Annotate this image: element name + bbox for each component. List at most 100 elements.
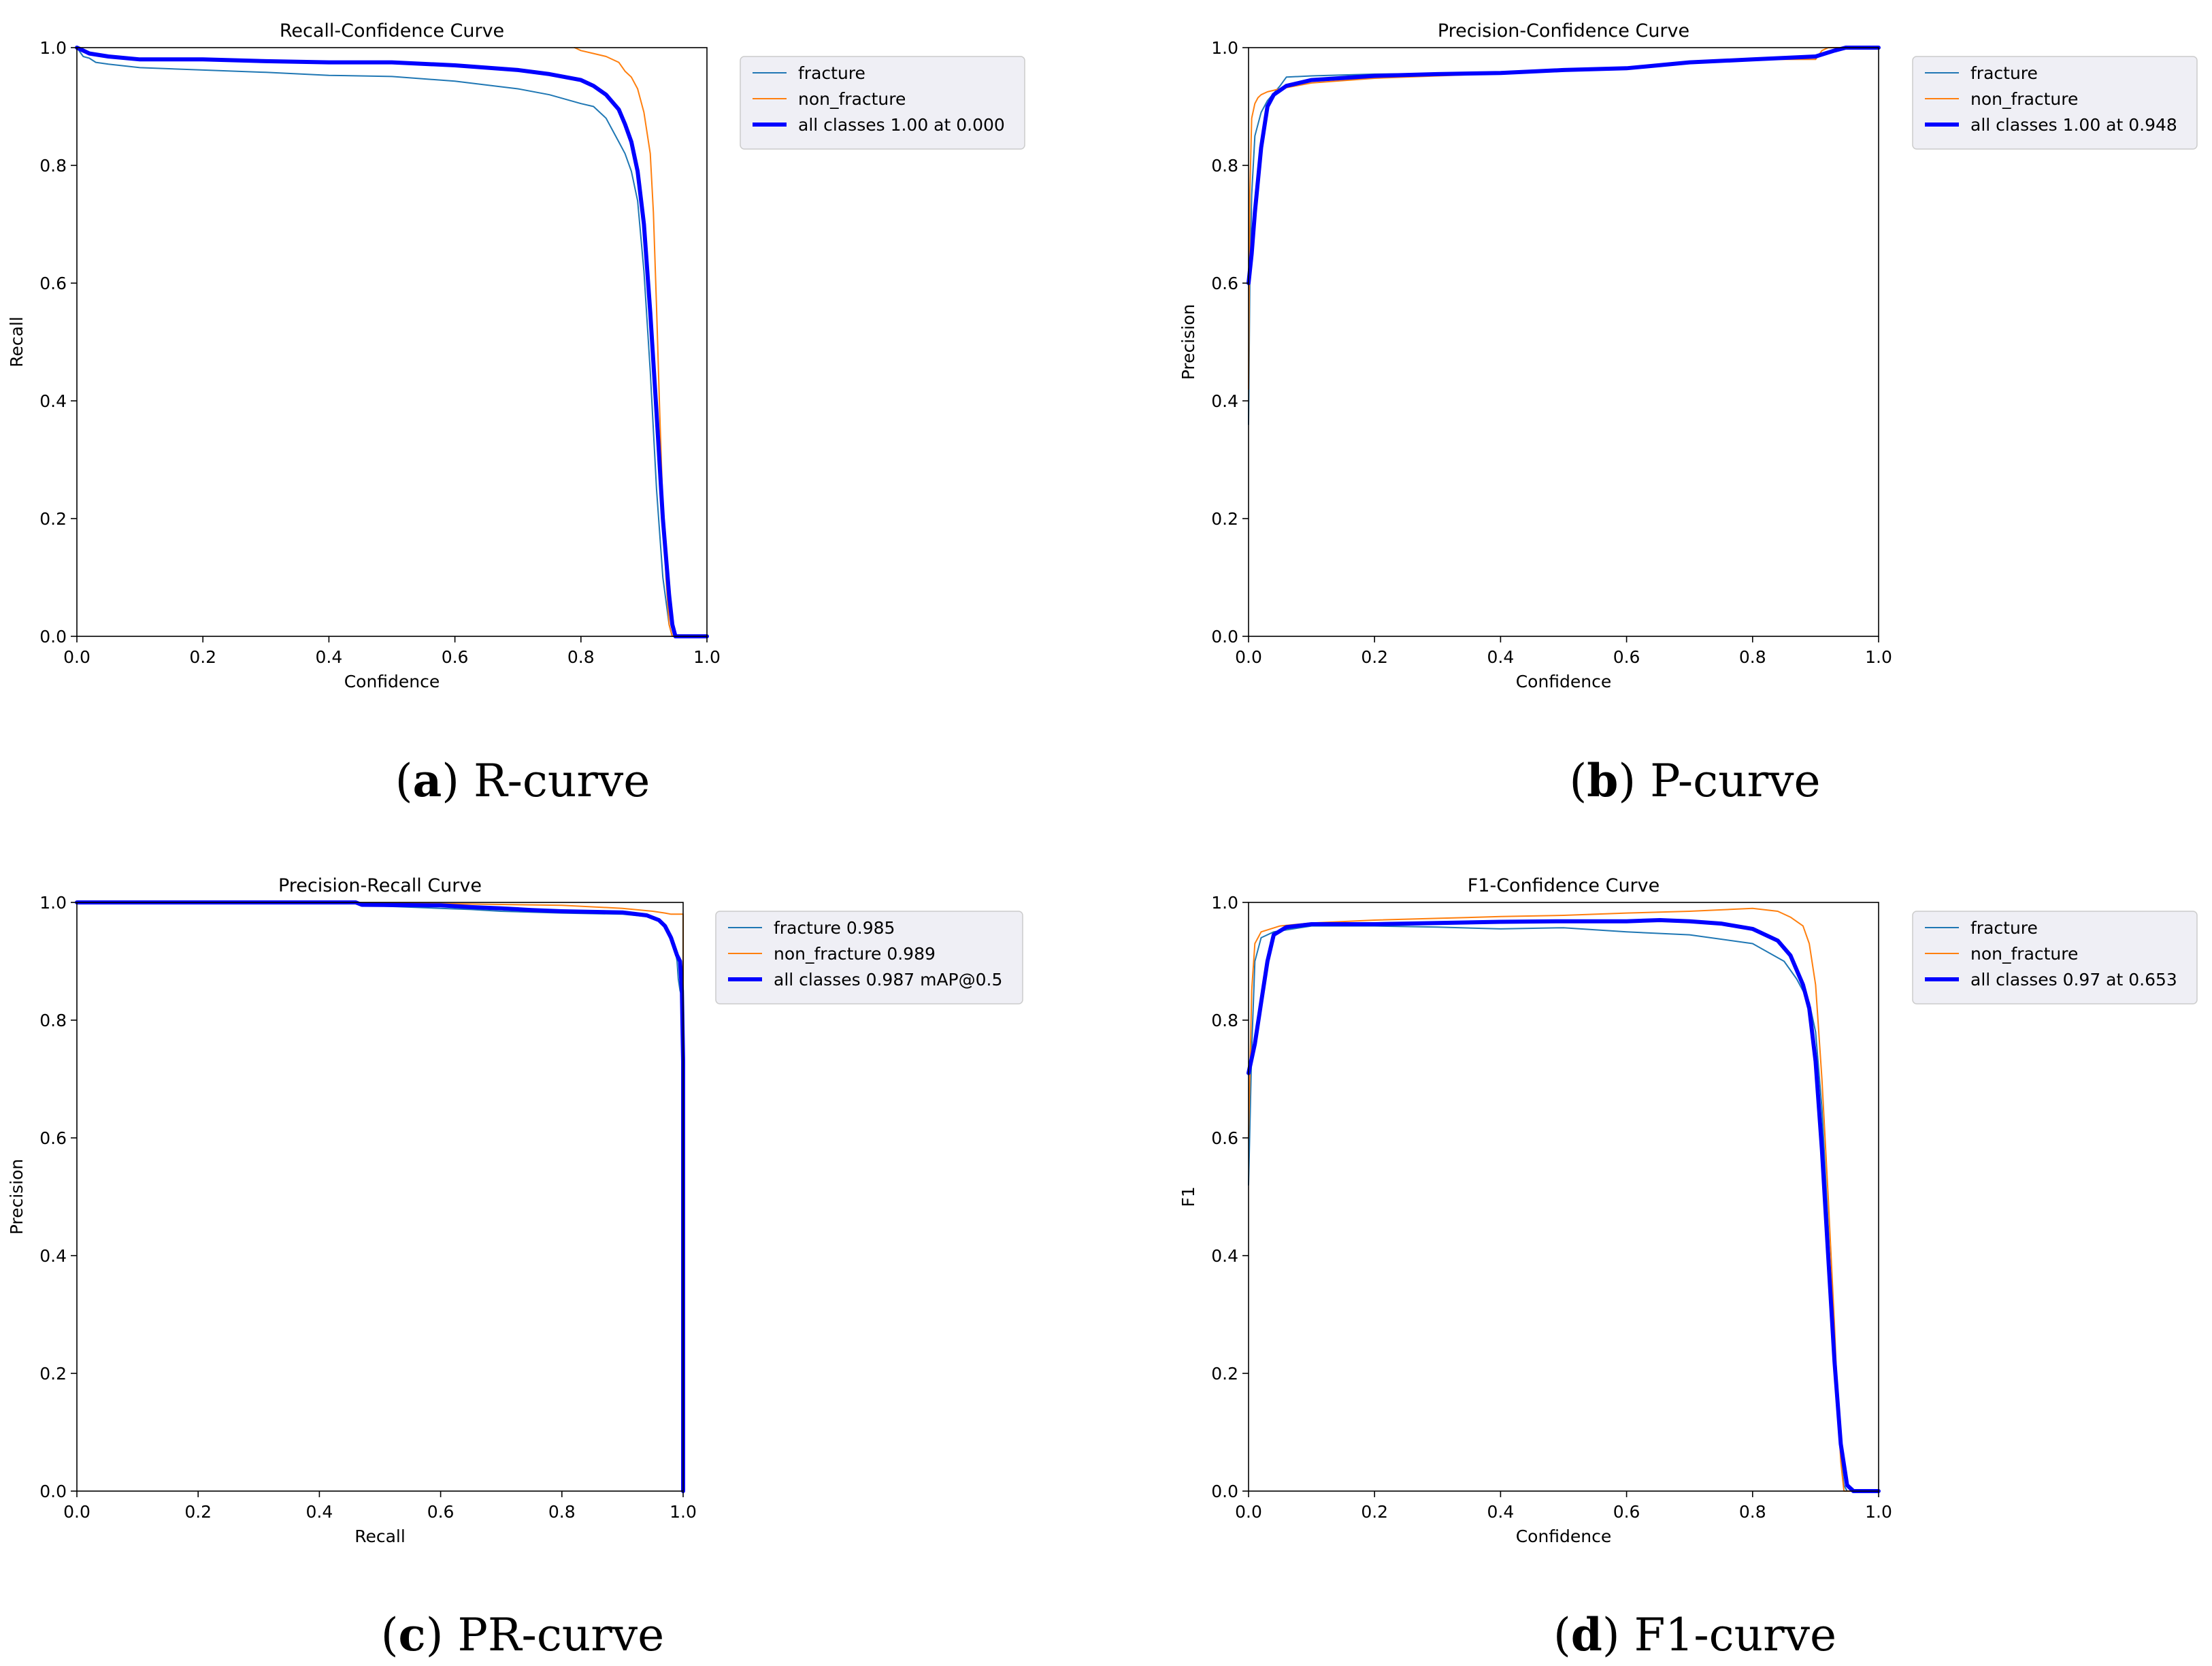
legend: fracture 0.985 non_fracture 0.989 all clas… xyxy=(715,911,1023,1004)
y-tick-label: 0.0 xyxy=(1211,627,1238,647)
y-tick-label: 0.8 xyxy=(39,156,67,176)
caption-letter: c xyxy=(399,1608,426,1661)
x-tick-label: 0.6 xyxy=(1613,647,1640,667)
legend-entry: non_fracture xyxy=(1970,89,2078,109)
y-tick-label: 0.6 xyxy=(39,274,67,293)
legend-entry: fracture xyxy=(1970,63,2038,83)
y-tick-label: 1.0 xyxy=(1211,893,1238,913)
y-tick-label: 0.4 xyxy=(1211,1246,1238,1266)
x-tick-label: 0.4 xyxy=(306,1502,333,1522)
y-tick-label: 0.8 xyxy=(1211,1011,1238,1030)
x-tick-label: 0.6 xyxy=(427,1502,455,1522)
y-tick-label: 0.4 xyxy=(1211,391,1238,411)
chart-title: F1-Confidence Curve xyxy=(1468,875,1660,896)
caption-letter: b xyxy=(1587,754,1618,807)
caption-letter: d xyxy=(1571,1608,1602,1661)
chart-panel-4: 0.0 0.2 0.4 0.6 0.8 1.0 0.0 0.2 0.4 0.6 0.8 1.0 F1-C… xyxy=(1178,875,2198,1546)
y-tick-label: 0.0 xyxy=(39,1482,67,1501)
panels-group: 0.0 0.2 0.4 0.6 0.8 1.0 0.0 0.2 0.4 0.6 0.8 1.0 Reca… xyxy=(7,20,2198,1546)
plot-area xyxy=(1249,902,1879,1491)
y-tick-label: 0.2 xyxy=(39,509,67,529)
x-tick-label: 0.0 xyxy=(63,1502,90,1522)
series-group xyxy=(75,900,685,1493)
x-axis-label: Recall xyxy=(354,1526,406,1546)
chart-panel-1: 0.0 0.2 0.4 0.6 0.8 1.0 0.0 0.2 0.4 0.6 0.8 1.0 Reca… xyxy=(7,20,1025,691)
caption-text: F1-curve xyxy=(1634,1609,1836,1661)
chart-panel-2: 0.0 0.2 0.4 0.6 0.8 1.0 0.0 0.2 0.4 0.6 0.8 1.0 Prec… xyxy=(1178,20,2198,691)
x-tick-label: 0.8 xyxy=(548,1502,576,1522)
legend-box xyxy=(1912,56,2198,150)
caption-paren-close: ) xyxy=(1618,755,1650,807)
y-tick-label: 0.2 xyxy=(39,1364,67,1384)
y-axis-label: Precision xyxy=(1178,304,1198,380)
caption-text: P-curve xyxy=(1650,755,1820,807)
plot-area xyxy=(77,48,707,636)
panel-caption: (d) F1-curve xyxy=(1553,1608,1836,1661)
chart-panel-3: 0.0 0.2 0.4 0.6 0.8 1.0 0.0 0.2 0.4 0.6 0.8 1.0 Prec… xyxy=(7,875,1023,1546)
series-line-all-classes xyxy=(75,46,709,638)
plot-area xyxy=(77,902,683,1491)
caption-paren-close: ) xyxy=(1602,1609,1634,1661)
y-axis-label: Recall xyxy=(7,316,27,368)
y-axis-label: F1 xyxy=(1178,1186,1198,1207)
y-tick-label: 0.0 xyxy=(1211,1482,1238,1501)
series-group xyxy=(1247,907,1881,1493)
legend-entry: all classes 1.00 at 0.948 xyxy=(1970,115,2177,135)
plot-frame xyxy=(76,47,708,637)
legend-entry: all classes 0.987 mAP@0.5 xyxy=(774,970,1002,990)
x-tick-label: 0.2 xyxy=(1361,647,1388,667)
series-line-all-classes xyxy=(1247,918,1881,1493)
legend-entry: non_fracture xyxy=(1970,944,2078,964)
y-tick-label: 0.8 xyxy=(39,1011,67,1030)
panel-caption: (a) R-curve xyxy=(395,754,650,807)
x-axis-label: Confidence xyxy=(1516,1526,1612,1546)
legend-box xyxy=(715,911,1023,1004)
x-tick-label: 0.6 xyxy=(1613,1502,1640,1522)
x-axis-label: Confidence xyxy=(1516,672,1612,691)
panel-caption: (c) PR-curve xyxy=(381,1608,664,1661)
y-tick-label: 0.8 xyxy=(1211,156,1238,176)
y-tick-label: 1.0 xyxy=(39,893,67,913)
legend-entry: fracture 0.985 xyxy=(774,918,895,938)
x-tick-label: 0.2 xyxy=(184,1502,212,1522)
x-tick-label: 1.0 xyxy=(1865,1502,1892,1522)
captions-group: (a) R-curve (b) P-curve(c) PR-curve (d) F1… xyxy=(381,754,1836,1661)
x-tick-label: 0.0 xyxy=(63,647,90,667)
x-tick-label: 1.0 xyxy=(1865,647,1892,667)
caption-paren-open: ( xyxy=(1569,755,1587,807)
legend-box xyxy=(1912,911,2198,1004)
caption-text: R-curve xyxy=(474,755,650,807)
x-tick-label: 1.0 xyxy=(670,1502,697,1522)
x-tick-label: 0.0 xyxy=(1235,1502,1262,1522)
series-line-non-fracture xyxy=(76,902,684,1492)
x-axis-label: Confidence xyxy=(344,672,440,691)
y-tick-label: 1.0 xyxy=(1211,38,1238,58)
legend-entry: all classes 1.00 at 0.000 xyxy=(798,115,1005,135)
series-group xyxy=(1247,46,1881,425)
x-tick-label: 0.4 xyxy=(1487,647,1515,667)
legend-entry: fracture xyxy=(1970,918,2038,938)
legend-entry: fracture xyxy=(798,63,865,83)
series-line-fracture xyxy=(76,47,676,637)
x-tick-label: 0.4 xyxy=(1487,1502,1515,1522)
x-tick-label: 0.4 xyxy=(316,647,343,667)
caption-text: PR-curve xyxy=(457,1609,664,1661)
x-tick-label: 0.2 xyxy=(189,647,216,667)
y-tick-label: 0.6 xyxy=(39,1128,67,1148)
y-tick-label: 0.4 xyxy=(39,391,67,411)
x-tick-label: 0.8 xyxy=(1739,1502,1766,1522)
x-tick-label: 0.8 xyxy=(567,647,595,667)
legend-entry: non_fracture xyxy=(798,89,906,109)
caption-paren-open: ( xyxy=(395,755,413,807)
y-tick-label: 1.0 xyxy=(39,38,67,58)
legend-entry: all classes 0.97 at 0.653 xyxy=(1970,970,2177,990)
x-tick-label: 1.0 xyxy=(693,647,721,667)
x-tick-label: 0.6 xyxy=(442,647,469,667)
caption-paren-close: ) xyxy=(442,755,474,807)
x-tick-label: 0.2 xyxy=(1361,1502,1388,1522)
series-line-non-fracture xyxy=(1248,907,1879,1492)
